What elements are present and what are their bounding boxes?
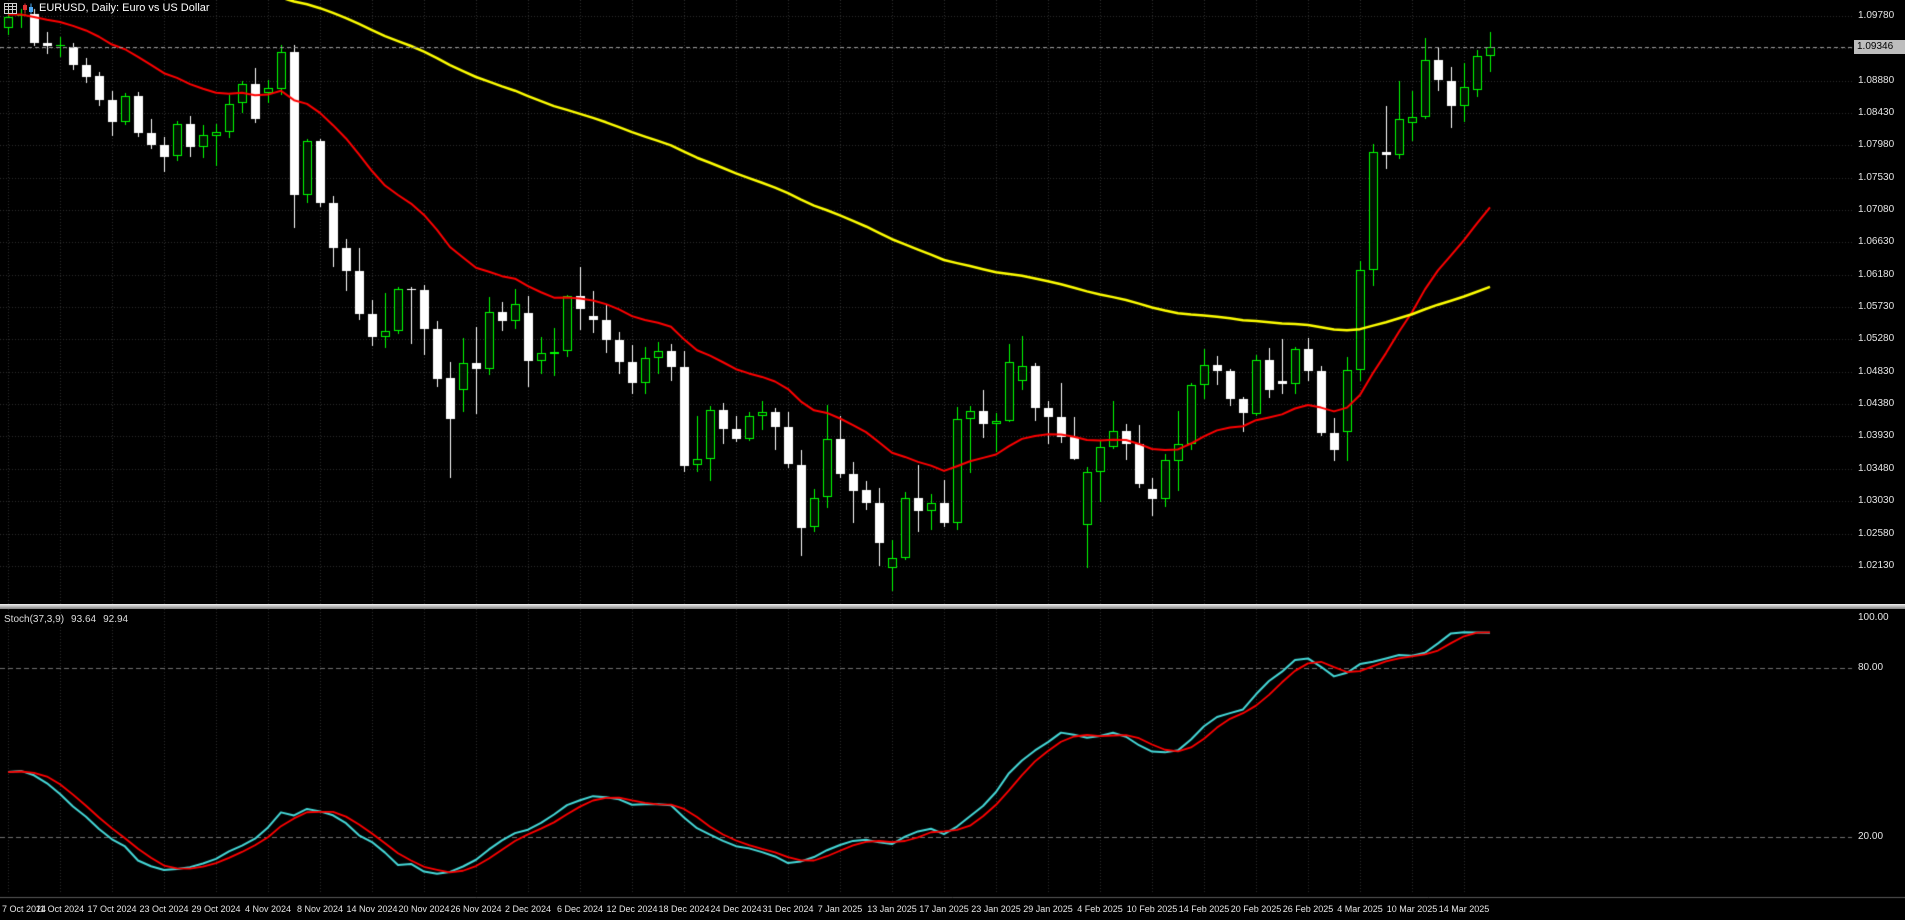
date-label: 6 Dec 2024: [556, 904, 604, 914]
chart-title: EURUSD, Daily: Euro vs US Dollar: [39, 2, 210, 14]
price-axis-label: 1.03930: [1858, 430, 1895, 442]
date-label: 20 Nov 2024: [398, 904, 450, 914]
date-label: 17 Oct 2024: [87, 904, 137, 914]
date-label: 14 Nov 2024: [346, 904, 398, 914]
price-axis-label: 1.03030: [1858, 495, 1895, 507]
date-label: 8 Nov 2024: [296, 904, 344, 914]
price-axis-label: 1.09780: [1858, 9, 1895, 21]
date-label: 10 Feb 2025: [1126, 904, 1178, 914]
chart-title-bar: EURUSD, Daily: Euro vs US Dollar: [4, 2, 210, 14]
price-axis-label: 1.03480: [1858, 462, 1895, 474]
date-label: 7 Oct 2024: [2, 904, 47, 914]
date-label: 2 Dec 2024: [504, 904, 552, 914]
date-label: 18 Dec 2024: [658, 904, 710, 914]
price-axis-label: 1.06180: [1858, 268, 1895, 280]
stoch-axis-label: 20.00: [1858, 830, 1884, 842]
date-label: 23 Oct 2024: [139, 904, 189, 914]
date-label: 14 Mar 2025: [1438, 904, 1490, 914]
price-axis-label: 1.02130: [1858, 559, 1895, 571]
price-axis[interactable]: 1.09780 1.08880 1.08430 1.07980 1.07530 1.070…: [1856, 0, 1905, 920]
date-label: 4 Feb 2025: [1077, 904, 1123, 914]
stochastic-indicator-label: Stoch(37,3,9) 93.64 92.94: [4, 614, 128, 625]
price-axis-label: 1.02580: [1858, 527, 1895, 539]
price-axis-label: 1.08430: [1858, 106, 1895, 118]
price-axis-label: 1.05730: [1858, 301, 1895, 313]
bid-price-badge: 1.09346: [1854, 40, 1905, 55]
stochastic-axis[interactable]: 100.00 80.00 20.00: [1856, 0, 1905, 920]
price-axis-label: 1.07980: [1858, 139, 1895, 151]
date-label: 23 Jan 2025: [971, 904, 1021, 914]
stoch-axis-label: 100.00: [1858, 612, 1889, 623]
date-label: 26 Nov 2024: [450, 904, 502, 914]
stoch-axis-label: 80.00: [1858, 662, 1884, 674]
date-label: 20 Feb 2025: [1230, 904, 1282, 914]
chart-grid-icon[interactable]: [4, 2, 17, 14]
date-label: 10 Mar 2025: [1386, 904, 1438, 914]
date-label: 12 Dec 2024: [606, 904, 658, 914]
date-label: 24 Dec 2024: [710, 904, 762, 914]
pane-separator[interactable]: [0, 604, 1905, 609]
date-label: 29 Oct 2024: [191, 904, 241, 914]
price-axis-label: 1.05280: [1858, 333, 1895, 345]
price-axis-label: 1.07530: [1858, 171, 1895, 183]
date-label: 14 Feb 2025: [1178, 904, 1230, 914]
stochastic-main-value: 93.64: [71, 614, 97, 625]
date-label: 11 Oct 2024: [35, 904, 85, 914]
price-axis-label: 1.07080: [1858, 203, 1895, 215]
price-axis-label: 1.08880: [1858, 74, 1895, 86]
date-label: 29 Jan 2025: [1023, 904, 1073, 914]
stochastic-signal-value: 92.94: [103, 614, 129, 625]
date-label: 31 Dec 2024: [762, 904, 814, 914]
stochastic-name: Stoch(37,3,9): [4, 614, 65, 625]
price-axis-label: 1.04830: [1858, 365, 1895, 377]
date-label: 4 Mar 2025: [1337, 904, 1383, 914]
price-axis-label: 1.04380: [1858, 398, 1895, 410]
date-label: 26 Feb 2025: [1282, 904, 1334, 914]
date-label: 17 Jan 2025: [919, 904, 969, 914]
date-label: 13 Jan 2025: [867, 904, 917, 914]
date-axis[interactable]: 7 Oct 2024 11 Oct 2024 17 Oct 2024 23 Oct 2…: [0, 903, 1905, 920]
price-axis-label: 1.06630: [1858, 236, 1895, 248]
candlestick-icon[interactable]: [22, 3, 34, 14]
date-label: 4 Nov 2024: [244, 904, 292, 914]
date-label: 7 Jan 2025: [817, 904, 863, 914]
